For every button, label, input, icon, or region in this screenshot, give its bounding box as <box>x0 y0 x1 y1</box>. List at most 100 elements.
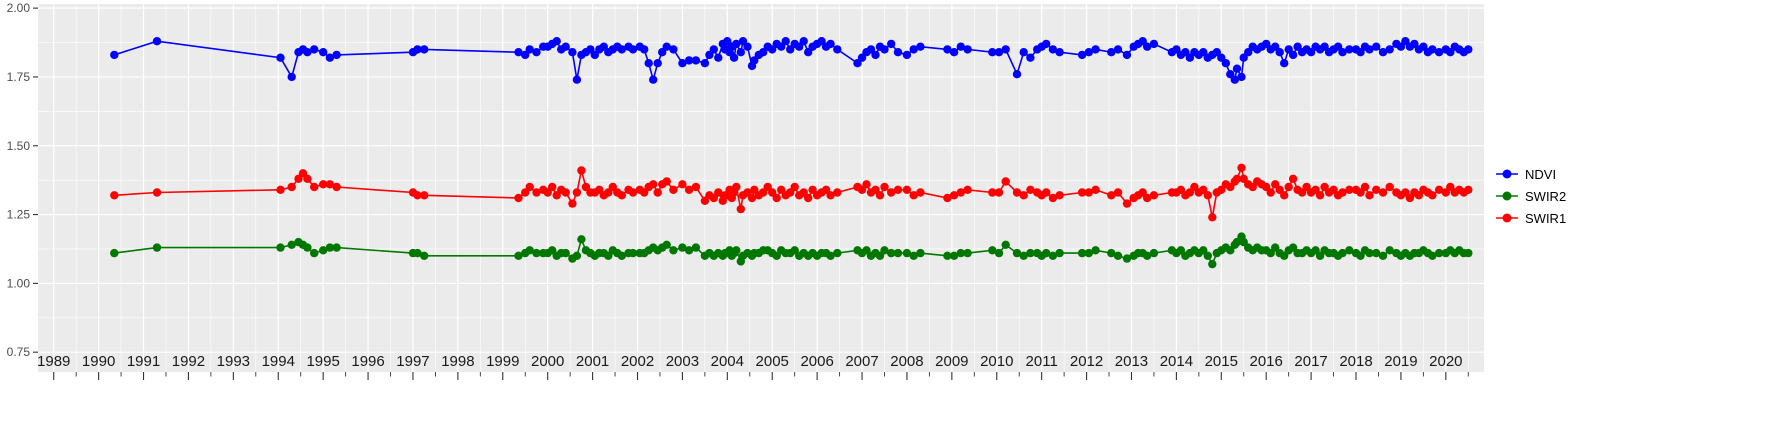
data-point-swir2 <box>332 243 341 252</box>
data-point-swir1 <box>1143 193 1152 203</box>
data-point-swir1 <box>662 177 671 186</box>
data-point-swir2 <box>413 248 422 258</box>
data-point-swir2 <box>1428 251 1437 260</box>
data-point-swir1 <box>332 182 341 192</box>
data-point-swir2 <box>1434 248 1444 258</box>
x-tick-label: 2020 <box>1429 353 1462 370</box>
data-point-ndvi <box>887 39 896 49</box>
data-point-swir1 <box>790 182 799 192</box>
data-point-swir2 <box>628 248 638 258</box>
data-point-ndvi <box>732 39 741 49</box>
x-tick-label: 2016 <box>1250 353 1283 370</box>
data-point-ndvi <box>1107 48 1116 57</box>
data-point-swir2 <box>662 240 671 249</box>
x-tick-label: 1997 <box>396 353 429 370</box>
data-point-ndvi <box>909 45 918 54</box>
legend-label-swir2: SWIR2 <box>1525 188 1567 204</box>
data-point-swir2 <box>1338 248 1347 258</box>
data-point-swir1 <box>628 188 638 197</box>
data-point-swir2 <box>916 248 925 258</box>
x-tick-label: 2005 <box>756 353 789 370</box>
data-point-swir2 <box>1001 240 1010 249</box>
x-tick-label: 1989 <box>37 353 70 370</box>
data-point-ndvi <box>420 45 429 54</box>
x-tick-label: 1993 <box>217 353 250 370</box>
data-point-ndvi <box>568 48 577 57</box>
data-point-ndvi <box>1113 45 1123 54</box>
data-point-swir2 <box>1077 248 1087 258</box>
data-point-swir2 <box>909 251 918 260</box>
data-point-swir1 <box>804 193 813 203</box>
data-point-ndvi <box>276 53 285 62</box>
data-point-swir2 <box>287 240 296 249</box>
data-point-ndvi <box>691 56 701 65</box>
data-point-swir1 <box>669 185 678 194</box>
data-point-swir1 <box>949 191 959 200</box>
y-tick-label: 1.50 <box>7 139 31 153</box>
data-point-swir1 <box>988 188 997 197</box>
data-point-ndvi <box>943 45 952 54</box>
data-point-ndvi <box>1230 75 1240 84</box>
data-point-swir2 <box>833 248 842 258</box>
data-point-swir2 <box>732 246 741 255</box>
data-point-swir1 <box>1372 185 1381 194</box>
data-point-swir1 <box>1266 188 1275 197</box>
data-point-swir1 <box>1077 188 1087 197</box>
data-point-ndvi <box>653 59 662 68</box>
x-tick-label: 2012 <box>1070 353 1103 370</box>
data-point-ndvi <box>949 48 959 57</box>
x-tick-label: 1999 <box>486 353 519 370</box>
data-point-ndvi <box>303 48 312 57</box>
data-point-ndvi <box>988 48 997 57</box>
data-point-ndvi <box>709 45 718 54</box>
data-point-swir2 <box>902 248 912 258</box>
data-point-ndvi <box>700 59 710 68</box>
data-point-swir2 <box>1019 251 1028 260</box>
data-point-swir1 <box>994 188 1004 197</box>
x-tick-label: 2008 <box>890 353 923 370</box>
data-point-ndvi <box>644 59 653 68</box>
data-point-swir2 <box>1365 248 1374 258</box>
data-point-ndvi <box>1385 45 1394 54</box>
data-point-swir1 <box>1019 191 1028 200</box>
data-point-ndvi <box>781 37 790 46</box>
legend-item-swir1: SWIR1 <box>1494 208 1566 228</box>
legend-key-swir1 <box>1496 213 1518 223</box>
data-point-swir2 <box>303 243 312 252</box>
data-point-swir1 <box>1365 191 1374 200</box>
data-point-ndvi <box>1122 50 1132 60</box>
data-point-ndvi <box>799 37 808 46</box>
data-point-ndvi <box>956 42 965 51</box>
data-point-ndvi <box>628 45 638 54</box>
data-point-swir1 <box>1428 191 1437 200</box>
x-tick-label: 2007 <box>845 353 878 370</box>
data-point-swir2 <box>525 246 534 255</box>
data-point-swir1 <box>714 188 723 197</box>
data-point-swir1 <box>1385 182 1394 192</box>
data-point-swir1 <box>1284 182 1293 192</box>
x-tick-label: 1996 <box>351 353 384 370</box>
legend-key-dot <box>1502 169 1512 179</box>
data-point-swir2 <box>1122 254 1132 263</box>
y-tick-label: 1.25 <box>7 208 31 222</box>
data-point-swir1 <box>303 174 312 183</box>
data-point-ndvi <box>1019 48 1028 57</box>
data-point-swir2 <box>1378 251 1388 260</box>
data-point-swir1 <box>1232 174 1242 183</box>
data-point-swir2 <box>110 248 119 258</box>
data-point-ndvi <box>880 45 889 54</box>
data-point-ndvi <box>325 53 335 62</box>
data-point-ndvi <box>1048 45 1058 54</box>
data-point-ndvi <box>662 42 671 51</box>
data-point-ndvi <box>893 48 903 57</box>
data-point-swir1 <box>684 185 694 194</box>
y-tick-label: 1.00 <box>7 276 31 290</box>
data-point-ndvi <box>1012 70 1022 79</box>
data-point-ndvi <box>310 45 319 54</box>
data-point-swir2 <box>893 248 903 258</box>
data-point-ndvi <box>963 45 972 54</box>
data-point-ndvi <box>1428 45 1437 54</box>
data-point-swir1 <box>1464 185 1473 194</box>
